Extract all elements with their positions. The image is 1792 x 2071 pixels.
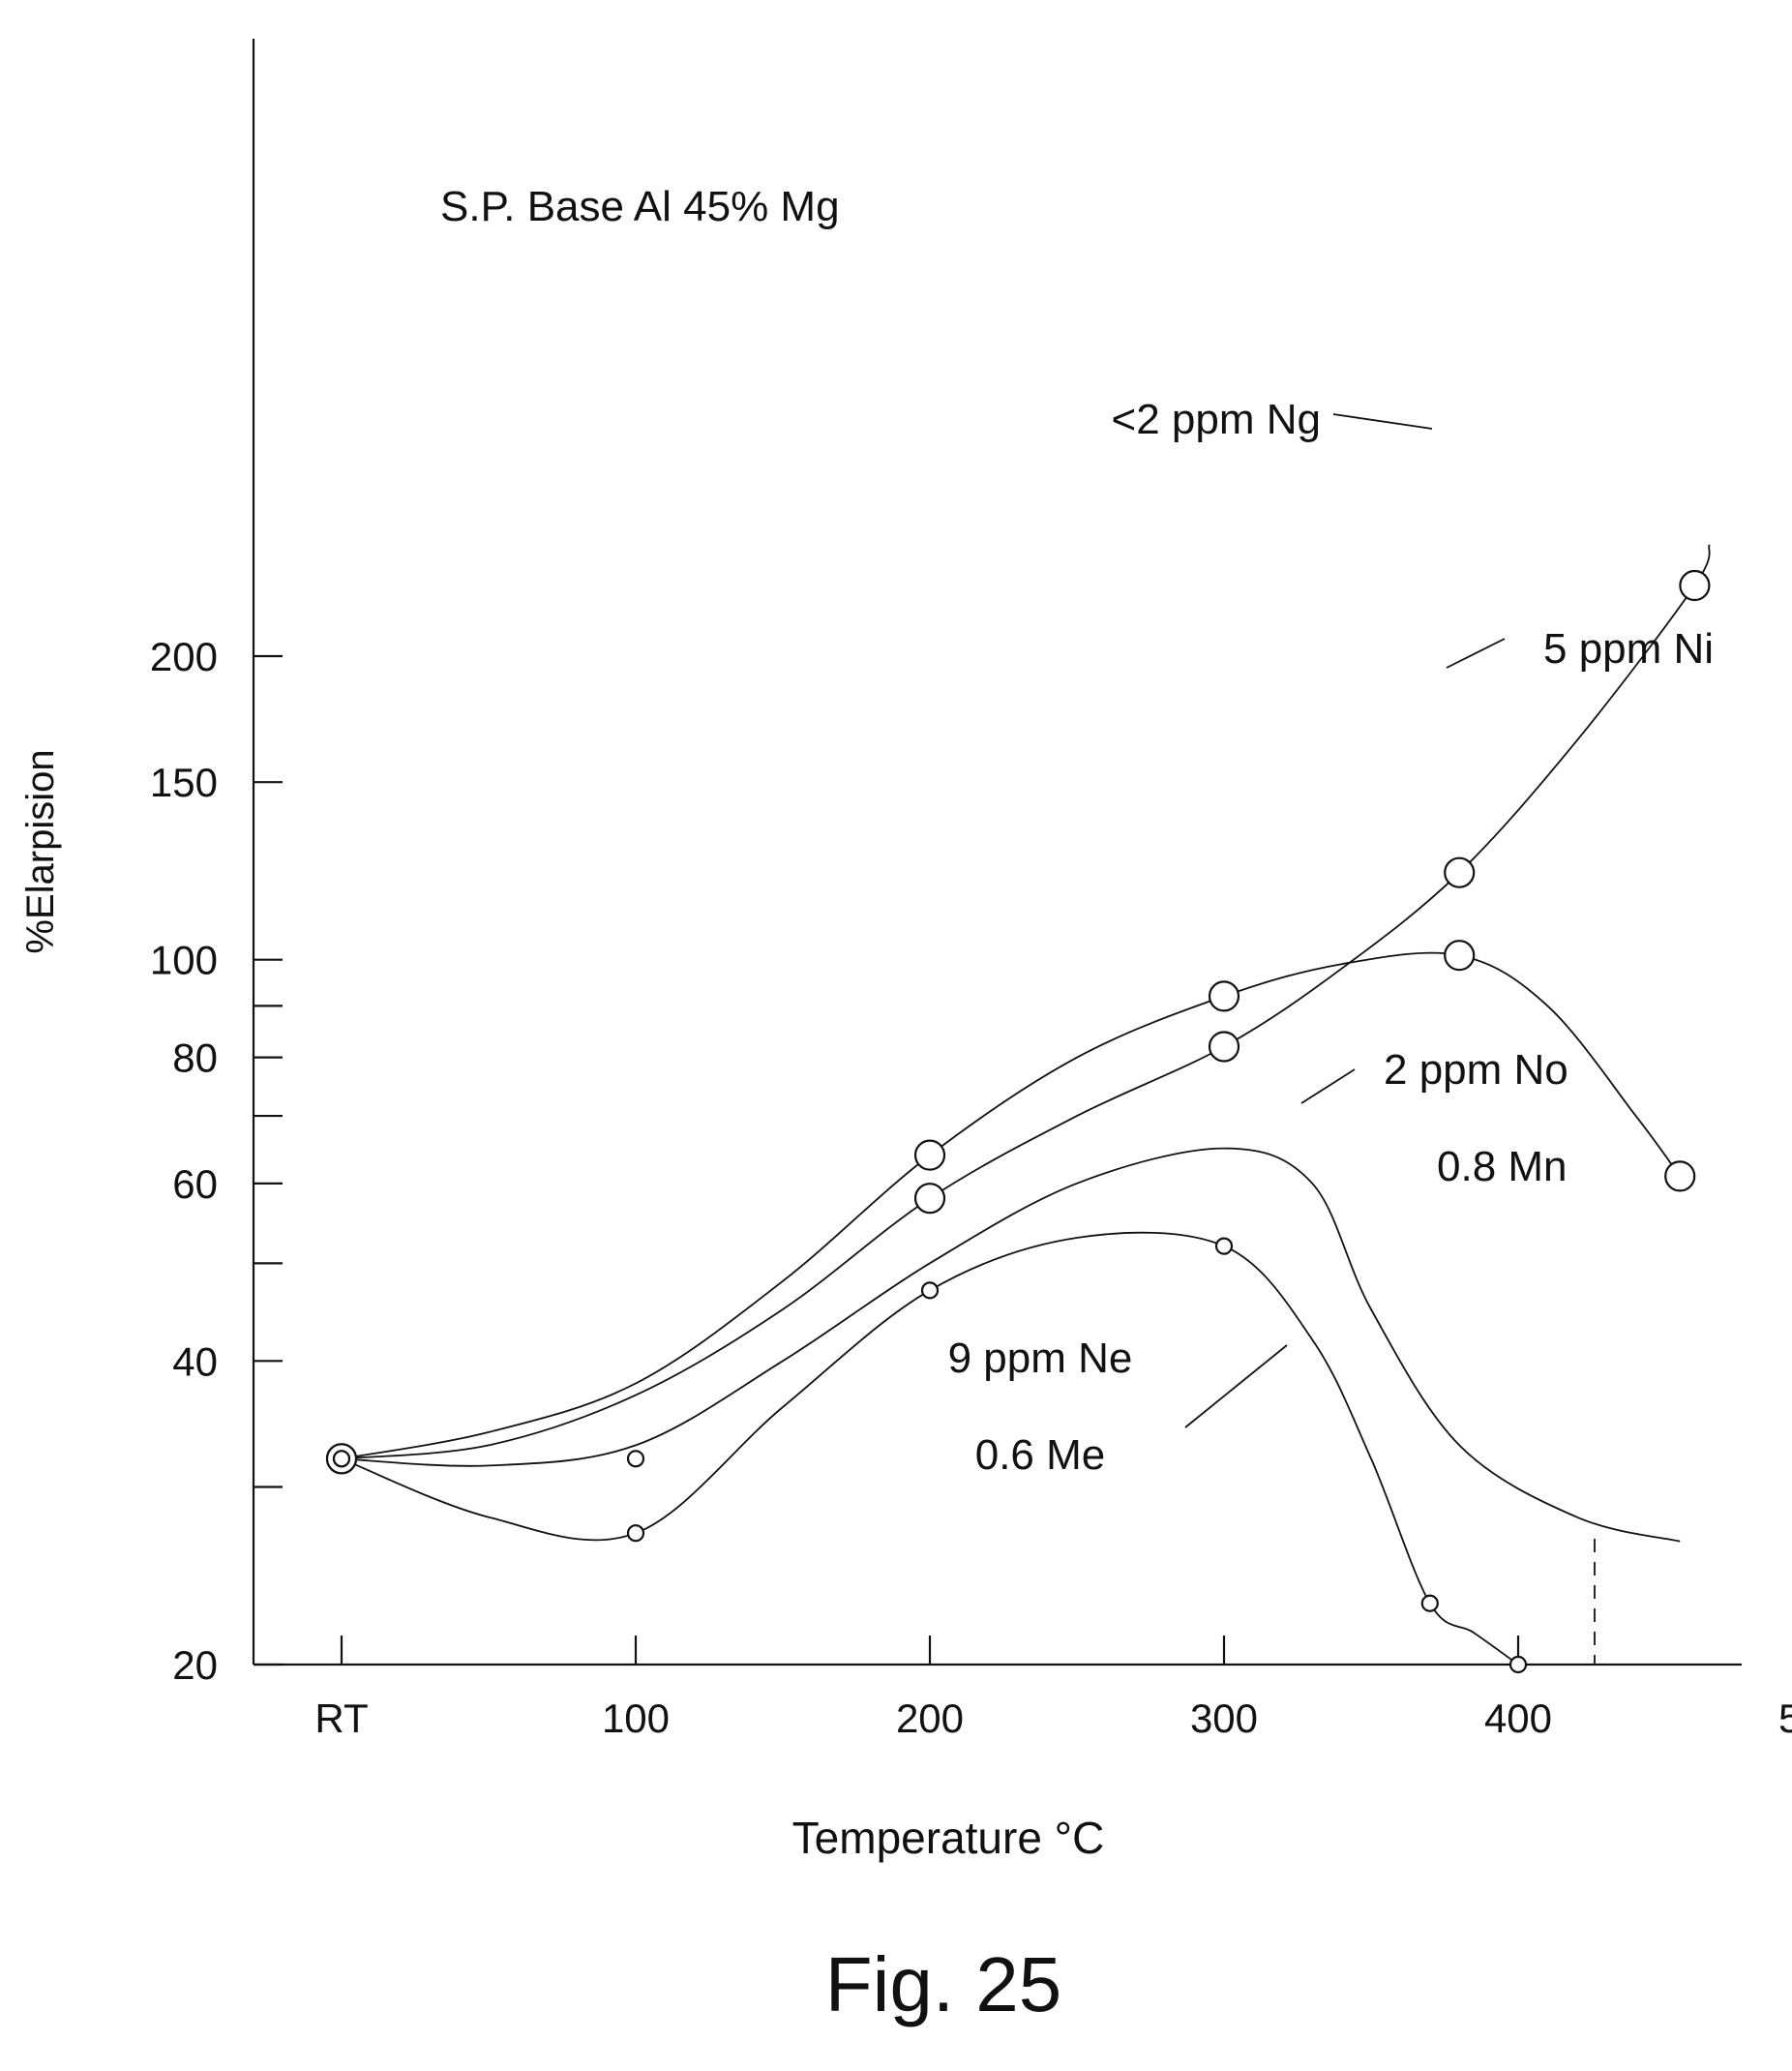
- series-label: 5 ppm Ni: [1543, 625, 1714, 673]
- x-tick-label: 100: [602, 1696, 670, 1741]
- chart-title: S.P. Base Al 45% Mg: [440, 183, 840, 230]
- y-tick-label: 200: [150, 634, 218, 679]
- data-point: [1508, 1655, 1528, 1674]
- series-markers: [325, 569, 1711, 1674]
- data-point: [1420, 1594, 1439, 1612]
- figure-caption: Fig. 25: [825, 1941, 1062, 2027]
- series-label-leader: [1300, 1068, 1356, 1104]
- series-line: [341, 951, 1681, 1460]
- x-tick-label: 200: [896, 1696, 964, 1741]
- x-axis-title: Temperature °C: [792, 1813, 1105, 1863]
- y-tick-label: 80: [172, 1036, 218, 1081]
- data-point: [332, 1450, 351, 1468]
- data-point: [920, 1281, 940, 1300]
- data-point: [626, 1450, 645, 1468]
- y-tick-label: 60: [172, 1161, 218, 1207]
- y-tick-label: 40: [172, 1338, 218, 1384]
- series-curves: [341, 544, 1711, 1666]
- series-label-leader: [1184, 1344, 1288, 1428]
- data-point: [1208, 1031, 1240, 1063]
- series-labels: <2 ppm Ng 5 ppm Ni 2 ppm No 0.8 Mn 9 ppm Ne 0…: [948, 396, 1714, 1479]
- data-point: [913, 1183, 946, 1215]
- x-ticks: RT 100 200 300 400 500: [314, 1636, 1792, 1741]
- data-point: [1208, 980, 1240, 1012]
- data-point: [1664, 1160, 1696, 1192]
- series-label: <2 ppm Ng: [1112, 396, 1321, 443]
- series-line: [341, 1147, 1681, 1543]
- series-label: 0.8 Mn: [1437, 1143, 1568, 1190]
- series-label: 2 ppm No: [1384, 1046, 1568, 1094]
- x-tick-label: 400: [1484, 1696, 1552, 1741]
- x-tick-label: RT: [314, 1696, 368, 1741]
- y-ticks: 20 40 60 80 100 150 200: [150, 634, 283, 1688]
- data-point: [626, 1524, 645, 1543]
- y-tick-label: 150: [150, 760, 218, 805]
- series-label-leader: [1446, 638, 1506, 669]
- data-point: [1444, 940, 1476, 972]
- y-tick-label: 100: [150, 938, 218, 983]
- series-label: 9 ppm Ne: [948, 1335, 1133, 1382]
- data-point: [1214, 1237, 1234, 1255]
- series-label: 0.6 Me: [975, 1431, 1106, 1479]
- x-tick-label: 300: [1190, 1696, 1258, 1741]
- data-point: [1679, 569, 1711, 602]
- x-tick-label: 500: [1778, 1696, 1792, 1741]
- y-tick-label: 20: [172, 1642, 218, 1688]
- data-point: [1444, 856, 1476, 888]
- series-line: [341, 1231, 1519, 1666]
- data-point: [913, 1139, 946, 1171]
- axes: [252, 39, 1742, 1666]
- series-line: [341, 544, 1711, 1460]
- series-label-leader: [1332, 413, 1433, 430]
- y-axis-title: %Elarpision: [19, 749, 62, 953]
